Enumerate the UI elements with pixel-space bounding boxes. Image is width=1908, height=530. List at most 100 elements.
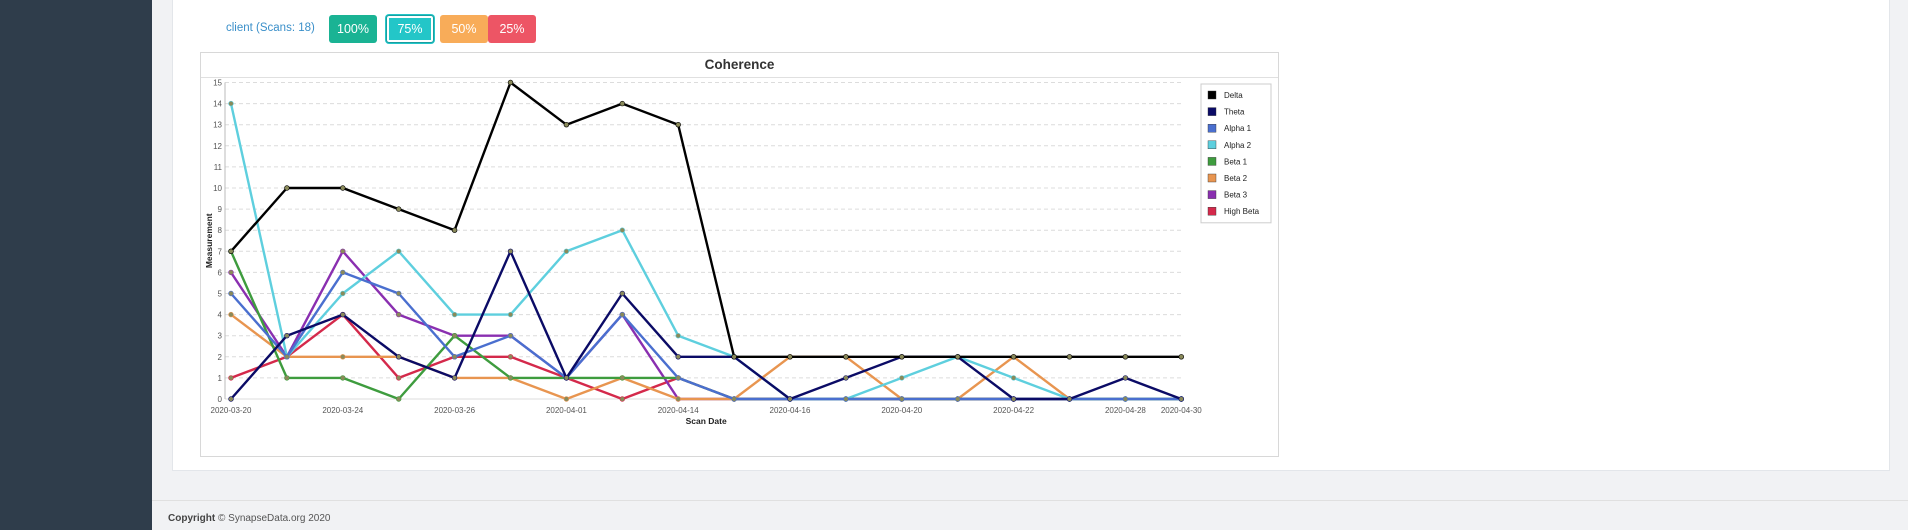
- footer: Copyright © SynapseData.org 2020: [168, 513, 330, 524]
- legend-label: Theta: [1224, 108, 1245, 117]
- data-point: [284, 185, 290, 191]
- data-point: [228, 290, 234, 297]
- y-tick-label: 12: [213, 142, 222, 151]
- legend-label: Delta: [1224, 91, 1243, 100]
- legend-swatch: [1207, 124, 1217, 133]
- data-point: [340, 269, 346, 276]
- data-point: [1010, 396, 1017, 402]
- data-point: [396, 290, 402, 297]
- data-point: [340, 185, 346, 191]
- data-point: [619, 311, 625, 318]
- data-point: [563, 396, 570, 402]
- y-tick-label: 0: [218, 395, 223, 404]
- data-point: [563, 121, 570, 128]
- data-point: [340, 354, 346, 360]
- data-point: [396, 311, 402, 318]
- legend-swatch: [1207, 157, 1217, 166]
- data-point: [675, 333, 681, 339]
- data-point: [675, 375, 681, 381]
- x-axis-title: Scan Date: [686, 416, 727, 426]
- legend-label: Alpha 2: [1224, 141, 1252, 150]
- y-tick-label: 9: [218, 205, 223, 214]
- data-point: [1066, 396, 1073, 402]
- sidebar: [0, 0, 152, 530]
- legend-label: Beta 1: [1224, 157, 1248, 166]
- data-point: [507, 354, 514, 360]
- data-point: [507, 248, 514, 255]
- data-point: [451, 311, 458, 318]
- filter-50-button[interactable]: 50%: [440, 15, 488, 43]
- data-point: [843, 354, 849, 360]
- footer-copyright-label: Copyright: [168, 513, 216, 524]
- y-tick-label: 3: [218, 332, 223, 341]
- data-point: [507, 311, 514, 318]
- y-tick-label: 11: [214, 163, 223, 172]
- y-tick-label: 13: [213, 121, 222, 130]
- y-axis-title: Measurement: [204, 213, 214, 268]
- data-point: [843, 396, 849, 402]
- legend-label: Beta 3: [1224, 191, 1248, 200]
- data-point: [899, 354, 905, 360]
- data-point: [228, 248, 234, 255]
- legend-box: [1200, 83, 1272, 224]
- x-tick-label: 2020-03-20: [211, 406, 252, 415]
- data-point: [787, 396, 793, 402]
- data-point: [507, 333, 514, 339]
- filter-100-button[interactable]: 100%: [329, 15, 377, 43]
- data-point: [340, 248, 346, 255]
- y-tick-label: 6: [218, 268, 223, 277]
- filter-75-button[interactable]: 75%: [386, 15, 434, 43]
- y-tick-label: 5: [218, 290, 223, 299]
- y-tick-label: 10: [213, 184, 222, 193]
- legend-swatch: [1207, 90, 1217, 100]
- legend-swatch: [1207, 173, 1217, 183]
- data-point: [228, 269, 234, 276]
- x-tick-label: 2020-03-24: [322, 406, 363, 415]
- y-tick-label: 7: [218, 247, 223, 256]
- data-point: [1122, 396, 1129, 402]
- data-point: [396, 354, 402, 360]
- data-point: [451, 227, 458, 233]
- chart-container: Coherence 0 1 2 3 4 5 6 7 8 9 10 11 12 13 14 15 2020-03-…: [200, 52, 1279, 457]
- data-point: [954, 396, 961, 402]
- data-point: [228, 311, 234, 318]
- chart-header: Coherence: [201, 53, 1278, 78]
- y-tick-label: 15: [213, 79, 222, 88]
- legend-swatch: [1207, 190, 1217, 199]
- data-point: [451, 354, 458, 360]
- data-point: [1122, 375, 1129, 381]
- x-tick-label: 2020-04-16: [770, 406, 811, 415]
- data-point: [563, 375, 570, 381]
- data-point: [619, 290, 625, 297]
- data-point: [619, 396, 625, 402]
- data-point: [228, 375, 234, 381]
- legend-label: High Beta: [1224, 207, 1260, 216]
- data-point: [451, 333, 458, 339]
- y-tick-label: 8: [218, 226, 223, 235]
- client-label[interactable]: client (Scans: 18): [226, 22, 315, 34]
- data-point: [954, 354, 961, 360]
- filter-25-button[interactable]: 25%: [488, 15, 536, 43]
- legend-swatch: [1207, 140, 1217, 149]
- data-point: [619, 227, 625, 233]
- data-point: [675, 396, 681, 402]
- data-point: [284, 333, 290, 339]
- legend-swatch: [1207, 206, 1217, 216]
- data-point: [899, 375, 905, 381]
- data-point: [787, 354, 793, 360]
- data-point: [731, 396, 737, 402]
- data-point: [899, 396, 905, 402]
- data-point: [396, 248, 402, 255]
- data-point: [451, 375, 458, 381]
- data-point: [228, 396, 234, 402]
- series-line: [230, 81, 1182, 358]
- x-tick-label: 2020-04-22: [993, 406, 1034, 415]
- x-tick-label: 2020-04-30: [1161, 406, 1202, 415]
- data-point: [396, 375, 402, 381]
- y-tick-label: 2: [218, 353, 223, 362]
- chart-title: Coherence: [704, 57, 775, 72]
- data-point: [396, 206, 402, 212]
- series-line: [230, 250, 1182, 401]
- y-tick-label: 1: [218, 374, 223, 383]
